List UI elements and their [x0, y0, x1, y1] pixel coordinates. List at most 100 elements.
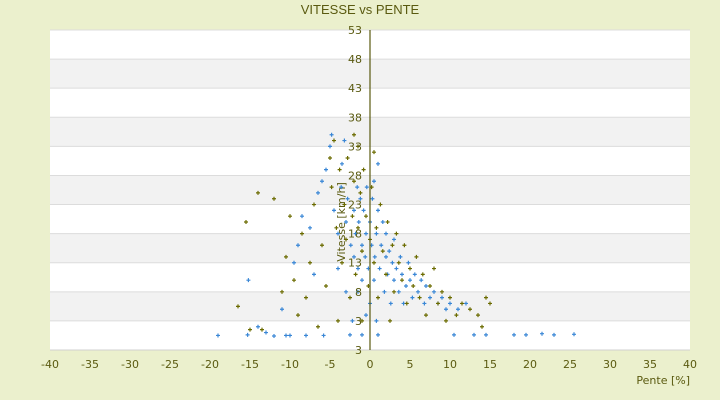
data-point: [336, 266, 340, 271]
data-point: [400, 278, 404, 283]
data-point: [372, 179, 376, 184]
data-point: [402, 243, 407, 248]
data-point: [444, 307, 448, 312]
data-point: [356, 266, 360, 271]
y-tick-label: 38: [348, 111, 362, 124]
data-point: [398, 254, 403, 259]
y-tick-label: 28: [348, 169, 362, 182]
data-point: [256, 324, 260, 329]
data-point: [572, 332, 576, 337]
data-point: [320, 243, 324, 248]
data-point: [484, 332, 488, 337]
x-tick-label: -20: [201, 358, 219, 371]
data-point: [406, 260, 411, 265]
data-point: [484, 295, 488, 300]
data-point: [329, 132, 334, 137]
data-point: [284, 254, 288, 259]
data-point: [332, 138, 336, 143]
data-point: [376, 208, 380, 213]
data-point: [388, 301, 393, 306]
data-point: [332, 208, 336, 213]
data-point: [432, 266, 436, 271]
data-point: [352, 132, 356, 137]
data-point: [360, 332, 364, 337]
data-point: [312, 202, 316, 207]
data-point: [353, 272, 358, 277]
data-point: [424, 284, 428, 288]
data-point: [512, 332, 516, 337]
y-tick-label: 3: [355, 315, 362, 328]
data-point: [392, 278, 396, 283]
data-point: [344, 237, 348, 242]
data-point: [392, 289, 396, 294]
data-point: [364, 214, 368, 219]
data-point: [448, 295, 452, 300]
data-point: [378, 202, 383, 207]
data-point: [432, 289, 436, 294]
data-point: [400, 272, 404, 277]
data-point: [236, 304, 240, 309]
data-point: [348, 295, 352, 300]
data-point: [394, 231, 399, 236]
data-point: [324, 167, 328, 172]
data-point: [372, 260, 376, 265]
data-point: [342, 138, 347, 143]
data-point: [480, 324, 484, 329]
data-point: [372, 150, 376, 155]
data-point: [372, 254, 377, 259]
data-point: [380, 249, 385, 254]
data-point: [256, 190, 260, 195]
data-point: [280, 289, 284, 294]
data-point: [352, 254, 356, 259]
data-point: [420, 272, 425, 277]
data-point: [360, 249, 364, 254]
data-point: [288, 214, 292, 219]
data-point: [417, 295, 422, 300]
data-point: [379, 243, 384, 248]
data-point: [387, 249, 392, 254]
y-tick-label: 13: [348, 257, 362, 270]
x-tick-label: -30: [121, 358, 139, 371]
x-tick-label: 20: [523, 358, 537, 371]
data-point: [344, 220, 348, 224]
data-point: [304, 333, 308, 338]
x-tick-label: 40: [683, 358, 697, 371]
x-tick-label: -5: [325, 358, 336, 371]
data-point: [390, 260, 395, 265]
y-tick-label: 48: [348, 53, 362, 66]
data-point: [416, 289, 420, 294]
data-point: [316, 190, 320, 195]
data-point: [345, 156, 350, 160]
data-point: [472, 332, 476, 337]
data-point: [454, 313, 459, 318]
data-point: [339, 185, 344, 190]
data-point: [488, 301, 492, 306]
data-point: [337, 167, 342, 172]
data-point: [352, 179, 356, 184]
data-point: [456, 307, 460, 312]
data-point: [272, 196, 276, 201]
data-point: [396, 260, 401, 265]
data-point: [380, 220, 385, 224]
data-point: [408, 278, 412, 283]
data-point: [358, 190, 363, 195]
data-point: [360, 318, 364, 323]
data-point: [340, 260, 344, 265]
data-point: [385, 220, 390, 224]
data-point: [300, 231, 304, 236]
data-point: [370, 196, 375, 201]
x-tick-label: 15: [483, 358, 497, 371]
data-point: [408, 266, 412, 271]
x-tick-label: 30: [603, 358, 617, 371]
data-point: [353, 231, 358, 236]
data-point: [284, 333, 288, 338]
data-point: [304, 295, 308, 300]
data-point: [540, 331, 544, 336]
x-tick-label: -40: [41, 358, 59, 371]
data-point: [524, 332, 528, 337]
data-point: [460, 301, 464, 306]
data-point: [292, 260, 296, 265]
data-point: [448, 301, 452, 306]
data-point: [376, 295, 380, 300]
